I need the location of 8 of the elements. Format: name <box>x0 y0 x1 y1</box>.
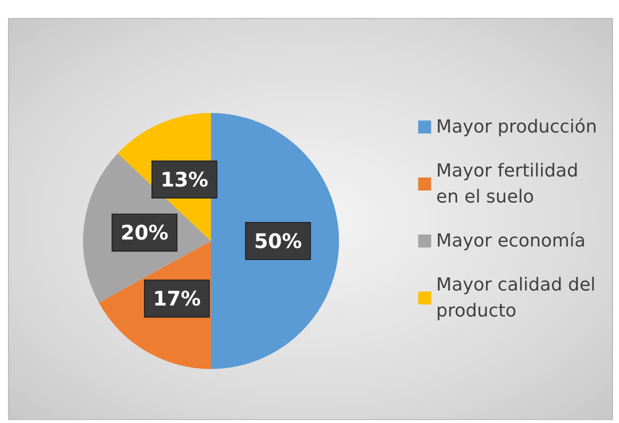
data-label: 13% <box>160 168 208 192</box>
data-label: 17% <box>152 286 201 311</box>
legend-label: Mayor fertilidad en el suelo <box>436 160 578 208</box>
legend-label: Mayor economía <box>436 230 586 252</box>
data-label: 50% <box>254 229 302 253</box>
legend-label: Mayor producción <box>436 116 598 138</box>
legend-label: Mayor calidad del producto <box>436 274 596 322</box>
data-label: 20% <box>120 220 168 245</box>
